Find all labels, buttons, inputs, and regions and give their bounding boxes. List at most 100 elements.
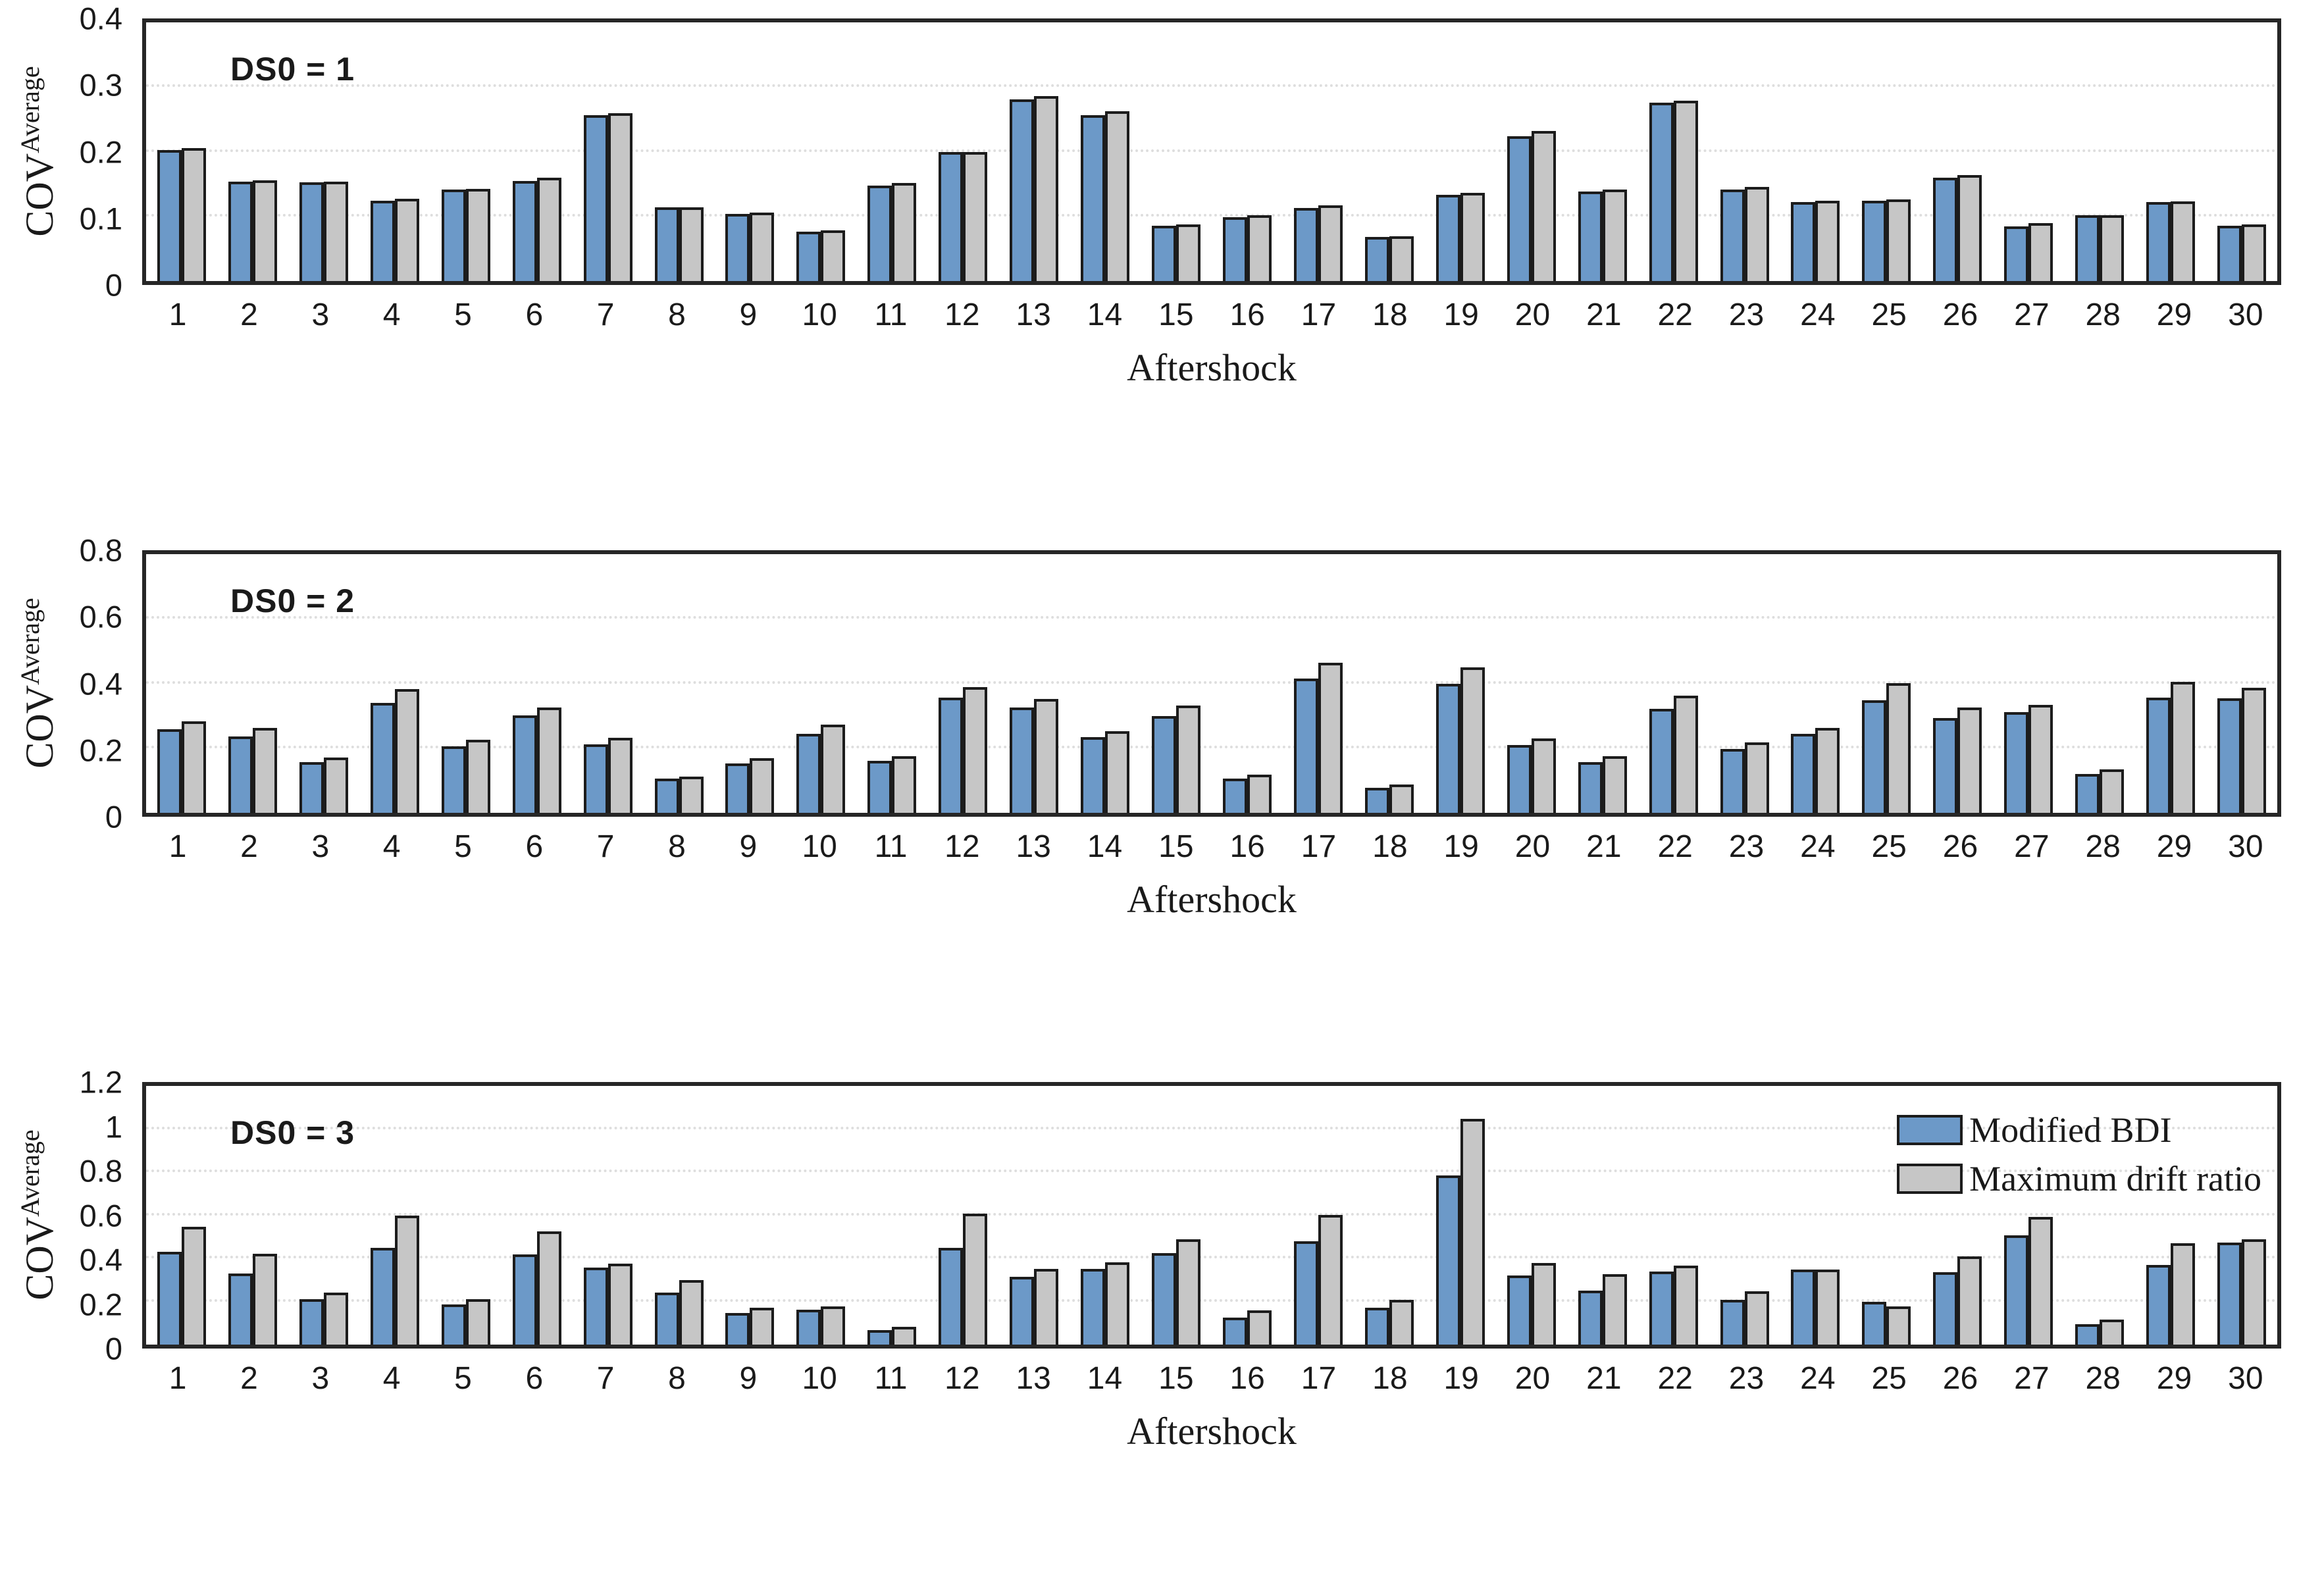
x-tick-label: 7 bbox=[596, 297, 615, 332]
bar-maximum-drift-ratio-aftershock-20 bbox=[1531, 131, 1556, 281]
bar-modified-bdi-aftershock-27 bbox=[2004, 226, 2029, 281]
bar-modified-bdi-aftershock-15 bbox=[1152, 225, 1177, 281]
x-tick-label: 2 bbox=[240, 1361, 258, 1396]
bar-maximum-drift-ratio-aftershock-22 bbox=[1673, 100, 1698, 281]
bar-modified-bdi-aftershock-13 bbox=[1010, 1276, 1035, 1345]
x-tick-label: 22 bbox=[1657, 1361, 1693, 1396]
bar-maximum-drift-ratio-aftershock-30 bbox=[2242, 224, 2267, 281]
bar-maximum-drift-ratio-aftershock-30 bbox=[2242, 1239, 2267, 1345]
bar-maximum-drift-ratio-aftershock-4 bbox=[394, 199, 419, 281]
legend-item-modified-bdi: Modified BDI bbox=[1897, 1112, 2261, 1148]
x-tick-label: 28 bbox=[2085, 1361, 2121, 1396]
bar-maximum-drift-ratio-aftershock-10 bbox=[821, 725, 846, 813]
bar-modified-bdi-aftershock-8 bbox=[654, 779, 679, 813]
panel-annotation: DS0 = 2 bbox=[230, 582, 355, 619]
bar-modified-bdi-aftershock-29 bbox=[2146, 202, 2171, 281]
legend-item-maximum-drift-ratio: Maximum drift ratio bbox=[1897, 1161, 2261, 1197]
x-tick-label: 25 bbox=[1871, 829, 1907, 864]
x-tick-labels: 1 2 3 4 5 6 7 8 9 10 11 12 13 14 15 16 17 18 19 20 21 22 23 24 2… bbox=[142, 1363, 2281, 1403]
bar-maximum-drift-ratio-aftershock-24 bbox=[1815, 1270, 1840, 1345]
plot-area: DS0 = 1 bbox=[142, 18, 2281, 285]
bar-maximum-drift-ratio-aftershock-28 bbox=[2100, 1320, 2125, 1345]
x-axis-title: Aftershock bbox=[1127, 1410, 1297, 1453]
y-tick-label: 0 bbox=[105, 267, 122, 303]
x-axis-title: Aftershock bbox=[1127, 878, 1297, 921]
x-tick-label: 15 bbox=[1158, 297, 1194, 332]
x-tick-label: 3 bbox=[311, 1361, 330, 1396]
bar-modified-bdi-aftershock-24 bbox=[1791, 1270, 1816, 1345]
bar-maximum-drift-ratio-aftershock-22 bbox=[1673, 1266, 1698, 1345]
y-tick-label: 0.6 bbox=[79, 1198, 122, 1233]
bar-modified-bdi-aftershock-18 bbox=[1364, 788, 1389, 813]
bar-modified-bdi-aftershock-26 bbox=[1933, 177, 1958, 281]
bar-maximum-drift-ratio-aftershock-26 bbox=[1957, 174, 1982, 281]
x-tick-label: 27 bbox=[2014, 1361, 2050, 1396]
bar-maximum-drift-ratio-aftershock-11 bbox=[892, 182, 917, 281]
panel-annotation: DS0 = 1 bbox=[230, 51, 355, 88]
x-tick-label: 19 bbox=[1443, 829, 1479, 864]
bar-maximum-drift-ratio-aftershock-17 bbox=[1318, 205, 1343, 281]
bar-maximum-drift-ratio-aftershock-8 bbox=[679, 776, 704, 813]
bar-maximum-drift-ratio-aftershock-10 bbox=[821, 1306, 846, 1345]
bar-modified-bdi-aftershock-16 bbox=[1222, 1318, 1247, 1345]
x-tick-label: 11 bbox=[874, 297, 908, 332]
x-tick-label: 21 bbox=[1586, 829, 1622, 864]
bar-maximum-drift-ratio-aftershock-21 bbox=[1602, 756, 1627, 813]
x-tick-label: 16 bbox=[1229, 297, 1265, 332]
gridline bbox=[146, 84, 2277, 88]
y-tick-label: 0.4 bbox=[79, 1, 122, 36]
x-tick-label: 23 bbox=[1728, 829, 1765, 864]
bar-modified-bdi-aftershock-10 bbox=[796, 1309, 821, 1345]
x-tick-label: 26 bbox=[1942, 829, 1978, 864]
bar-modified-bdi-aftershock-13 bbox=[1010, 708, 1035, 813]
x-tick-label: 20 bbox=[1514, 1361, 1551, 1396]
y-tick-label: 0.1 bbox=[79, 201, 122, 236]
x-tick-label: 16 bbox=[1229, 829, 1265, 864]
y-tick-label: 0.2 bbox=[79, 733, 122, 768]
bar-maximum-drift-ratio-aftershock-21 bbox=[1602, 1274, 1627, 1345]
bar-maximum-drift-ratio-aftershock-13 bbox=[1034, 699, 1059, 813]
bar-modified-bdi-aftershock-29 bbox=[2146, 1265, 2171, 1345]
y-tick-label: 0.8 bbox=[79, 1153, 122, 1189]
bar-maximum-drift-ratio-aftershock-17 bbox=[1318, 662, 1343, 813]
bar-modified-bdi-aftershock-5 bbox=[441, 190, 466, 281]
gridline bbox=[146, 1299, 2277, 1302]
bar-modified-bdi-aftershock-6 bbox=[512, 180, 537, 281]
y-tick-label: 1.2 bbox=[79, 1064, 122, 1100]
bar-maximum-drift-ratio-aftershock-8 bbox=[679, 207, 704, 281]
legend-label: Modified BDI bbox=[1969, 1110, 2172, 1150]
bar-modified-bdi-aftershock-25 bbox=[1862, 1302, 1887, 1345]
gridline bbox=[146, 1126, 2277, 1129]
bar-modified-bdi-aftershock-1 bbox=[157, 729, 182, 813]
bar-modified-bdi-aftershock-10 bbox=[796, 232, 821, 281]
bar-maximum-drift-ratio-aftershock-22 bbox=[1673, 696, 1698, 813]
y-tick-labels: 0 0.2 0.4 0.6 0.8 1 1.2 bbox=[0, 1067, 130, 1364]
bar-modified-bdi-aftershock-29 bbox=[2146, 698, 2171, 813]
bar-modified-bdi-aftershock-18 bbox=[1364, 1307, 1389, 1345]
gridline bbox=[146, 1170, 2277, 1173]
bar-modified-bdi-aftershock-7 bbox=[583, 744, 608, 813]
x-tick-labels: 1 2 3 4 5 6 7 8 9 10 11 12 13 14 15 16 17 18 19 20 21 22 23 24 2… bbox=[142, 831, 2281, 871]
plot-area: DS0 = 3 Modified BDI Maximum drift ratio bbox=[142, 1082, 2281, 1349]
bar-modified-bdi-aftershock-14 bbox=[1081, 1269, 1106, 1345]
bar-maximum-drift-ratio-aftershock-9 bbox=[750, 212, 775, 281]
x-tick-label: 24 bbox=[1800, 829, 1836, 864]
bar-maximum-drift-ratio-aftershock-5 bbox=[465, 1299, 490, 1345]
x-tick-label: 17 bbox=[1301, 829, 1337, 864]
bar-maximum-drift-ratio-aftershock-12 bbox=[963, 151, 988, 281]
bar-maximum-drift-ratio-aftershock-25 bbox=[1886, 199, 1911, 281]
x-tick-label: 7 bbox=[596, 829, 615, 864]
bar-maximum-drift-ratio-aftershock-9 bbox=[750, 758, 775, 813]
x-tick-label: 14 bbox=[1087, 1361, 1123, 1396]
bar-modified-bdi-aftershock-4 bbox=[370, 1247, 395, 1345]
x-tick-label: 20 bbox=[1514, 829, 1551, 864]
x-tick-label: 13 bbox=[1016, 829, 1051, 864]
x-tick-label: 4 bbox=[382, 297, 401, 332]
bar-modified-bdi-aftershock-23 bbox=[1720, 749, 1745, 813]
bar-modified-bdi-aftershock-9 bbox=[725, 1312, 750, 1345]
x-tick-label: 8 bbox=[668, 1361, 686, 1396]
x-tick-label: 3 bbox=[311, 829, 330, 864]
bar-maximum-drift-ratio-aftershock-10 bbox=[821, 230, 846, 281]
bar-maximum-drift-ratio-aftershock-24 bbox=[1815, 201, 1840, 281]
x-tick-label: 1 bbox=[168, 829, 187, 864]
